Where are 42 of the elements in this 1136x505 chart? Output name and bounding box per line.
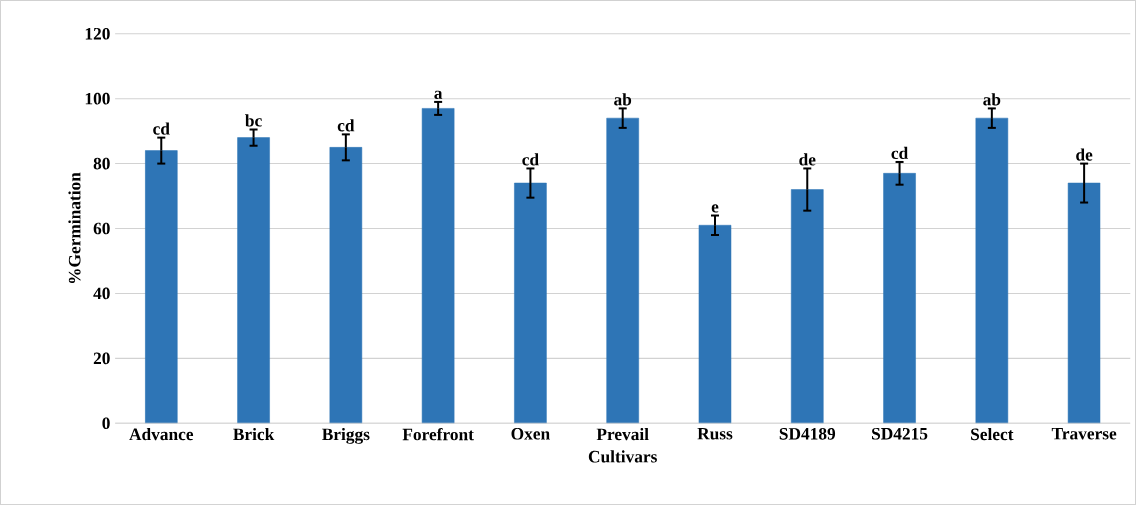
y-tick-label: 20 (93, 352, 110, 365)
annotation: cd (337, 119, 355, 132)
x-tick-label: SD4215 (872, 427, 928, 440)
annotation: cd (153, 122, 170, 135)
y-tick-label: 100 (85, 92, 110, 105)
bar (1067, 182, 1101, 424)
bar (606, 117, 639, 424)
y-tick-label: 80 (93, 157, 110, 170)
x-tick-label: Russ (697, 427, 733, 440)
y-tick-label: 40 (93, 287, 110, 300)
annotation: a (434, 90, 443, 99)
annotation: cd (891, 146, 909, 160)
y-axis-title: %Germination (68, 172, 81, 284)
y-tick-label: 0 (102, 417, 110, 430)
annotation: de (1076, 148, 1093, 161)
x-tick-label: SD4189 (779, 427, 836, 440)
bar (883, 173, 916, 424)
annotation: ab (983, 93, 1001, 106)
y-tick-label: 60 (93, 222, 110, 235)
x-tick-label: Prevail (596, 427, 649, 441)
x-tick-label: Briggs (322, 427, 370, 444)
bar (514, 182, 547, 424)
bar (329, 147, 363, 424)
annotation: e (711, 204, 719, 213)
bar (237, 137, 270, 424)
x-tick-label: Advance (129, 427, 194, 441)
annotation: cd (522, 153, 539, 166)
annotation: ab (614, 93, 632, 106)
x-tick-label: Traverse (1051, 427, 1117, 440)
annotation: bc (245, 114, 262, 127)
y-tick-label: 120 (85, 27, 110, 40)
bar (421, 108, 455, 424)
x-tick-label: Forefront (402, 427, 474, 441)
bar (975, 117, 1009, 424)
bar (790, 189, 824, 424)
annotation: de (799, 153, 816, 166)
x-tick-label: Brick (233, 427, 275, 441)
bar (698, 224, 732, 424)
x-axis-title: Cultivars (588, 450, 657, 463)
bar (145, 150, 178, 424)
x-tick-label: Select (971, 427, 1014, 441)
x-tick-label: Oxen (511, 427, 550, 440)
